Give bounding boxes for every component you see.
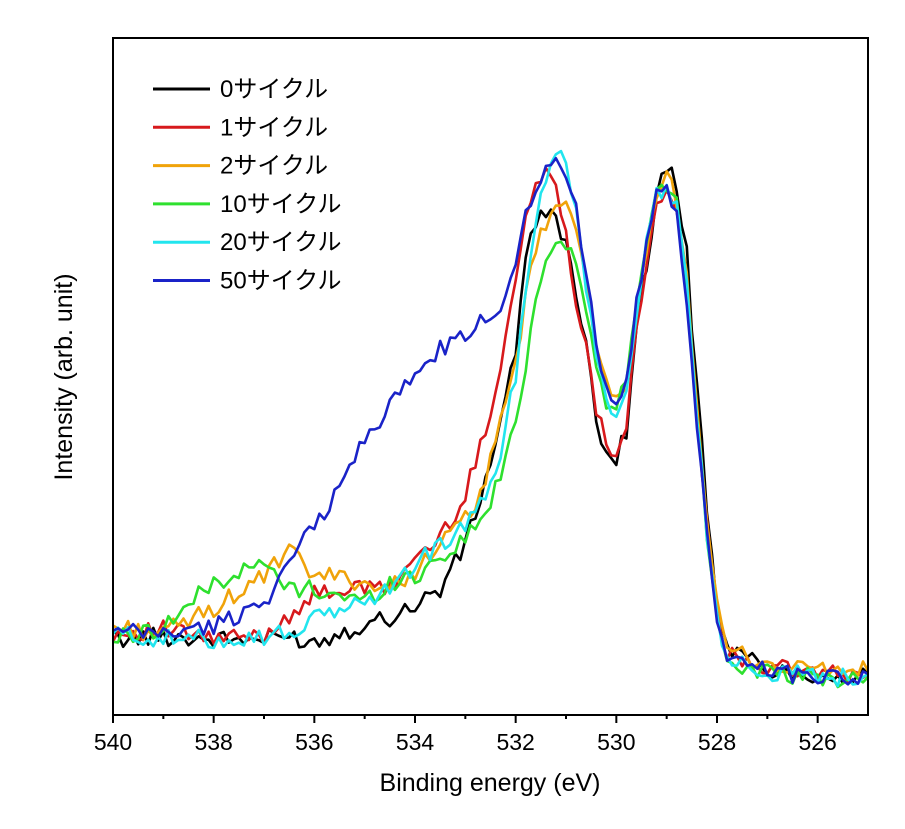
x-tick-label: 538 [194,729,232,755]
series-line-2 [112,170,870,677]
x-tick-label: 532 [496,729,534,755]
series-layer [111,149,870,689]
legend-label-2: 2サイクル [220,153,328,180]
series-line-4 [111,149,869,688]
legend-label-4: 20サイクル [220,229,342,256]
x-tick-label: 536 [295,729,333,755]
legend-label-1: 1サイクル [220,114,328,141]
x-axis-label: Binding energy (eV) [380,769,601,797]
x-tick-label: 526 [798,729,836,755]
x-tick-label: 534 [396,729,435,755]
x-tick-label: 530 [597,729,635,755]
series-line-3 [112,183,869,689]
x-axis: 540 538 536 534 532 530 528 526 [94,715,837,755]
series-line-1 [111,166,869,684]
legend: 0サイクル 1サイクル 2サイクル 10サイクル 20サイクル 50サイクル [153,76,342,295]
legend-label-5: 50サイクル [220,268,342,295]
x-tick-label: 540 [94,729,132,755]
y-axis-label: Intensity (arb. unit) [50,273,78,480]
legend-label-3: 10サイクル [220,191,342,218]
series-line-5 [112,156,869,686]
plot-frame [112,37,869,716]
legend-label-0: 0サイクル [220,76,328,103]
x-tick-label: 528 [698,729,736,755]
